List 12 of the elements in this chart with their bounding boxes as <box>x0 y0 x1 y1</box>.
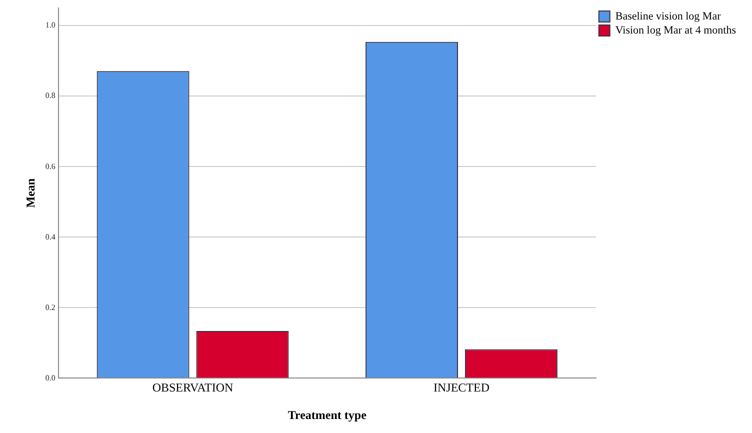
x-axis-title: Treatment type <box>288 408 368 422</box>
y-axis-title: Mean <box>23 178 38 208</box>
y-tick-label: 0.2 <box>45 302 56 312</box>
x-tick-label: INJECTED <box>433 380 490 395</box>
x-tick-label: OBSERVATION <box>152 380 234 395</box>
y-tick-label: 0.4 <box>45 232 56 242</box>
y-tick-label: 0.0 <box>45 373 56 382</box>
legend-label: Vision log Mar at 4 months <box>615 24 736 36</box>
y-tick-label: 0.6 <box>45 162 56 171</box>
y-tick-label: 0.8 <box>45 91 56 100</box>
legend-label: Baseline vision log Mar <box>615 10 722 22</box>
y-tick-label: 1.0 <box>45 20 56 30</box>
